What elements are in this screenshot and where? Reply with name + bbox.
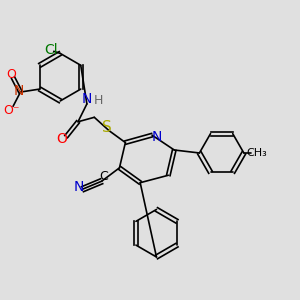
Text: O: O xyxy=(7,68,16,81)
Text: H: H xyxy=(94,94,103,107)
Text: Cl: Cl xyxy=(44,44,58,57)
Text: N: N xyxy=(14,84,24,98)
Text: O: O xyxy=(56,132,67,146)
Text: C: C xyxy=(99,170,108,183)
Text: O⁻: O⁻ xyxy=(3,104,20,117)
Text: N: N xyxy=(151,130,162,144)
Text: N: N xyxy=(74,180,84,194)
Text: S: S xyxy=(102,120,112,135)
Text: CH₃: CH₃ xyxy=(246,148,267,158)
Text: N: N xyxy=(82,92,92,106)
